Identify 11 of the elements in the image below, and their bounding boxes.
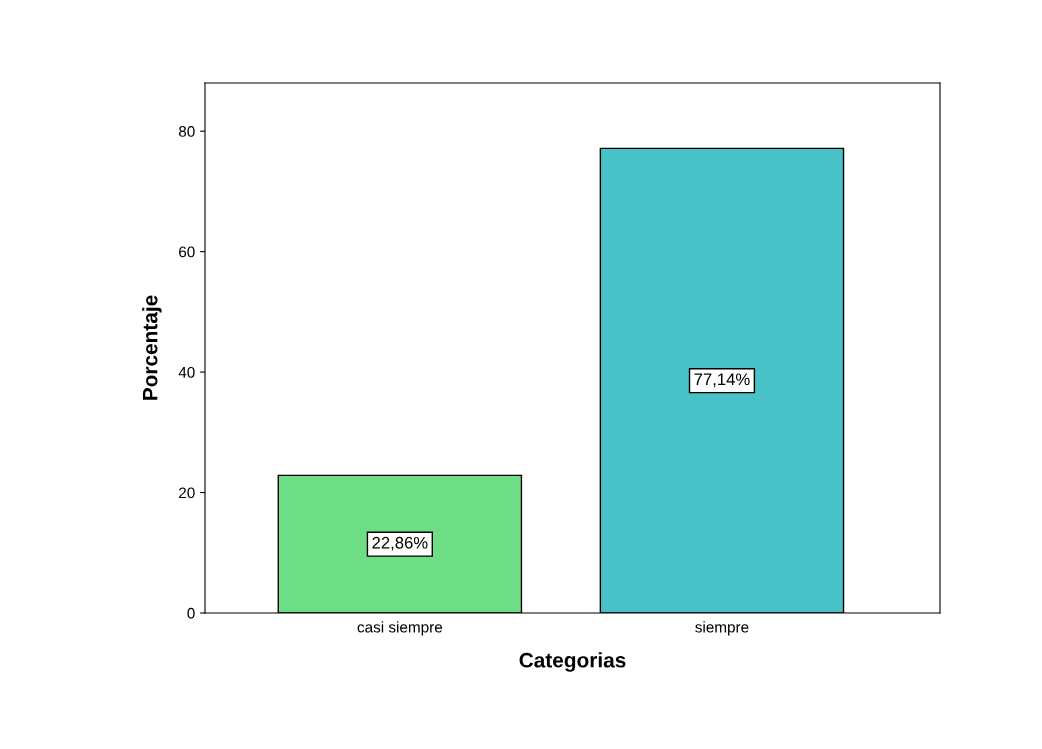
data-label: 22,86% [372,536,428,551]
y-tick-label: 40 [178,366,195,378]
y-tick-label: 20 [179,487,195,499]
data-label: 77,14% [694,373,750,388]
x-tick-label: casi siempre [357,621,443,636]
x-axis-title: Categorias [519,652,626,672]
y-axis-title: Porcentaje [142,295,162,400]
x-tick-label: siempre [695,621,749,636]
y-tick-label: 80 [178,126,195,137]
y-tick-label: 0 [187,607,195,619]
y-tick-label: 60 [179,246,195,258]
